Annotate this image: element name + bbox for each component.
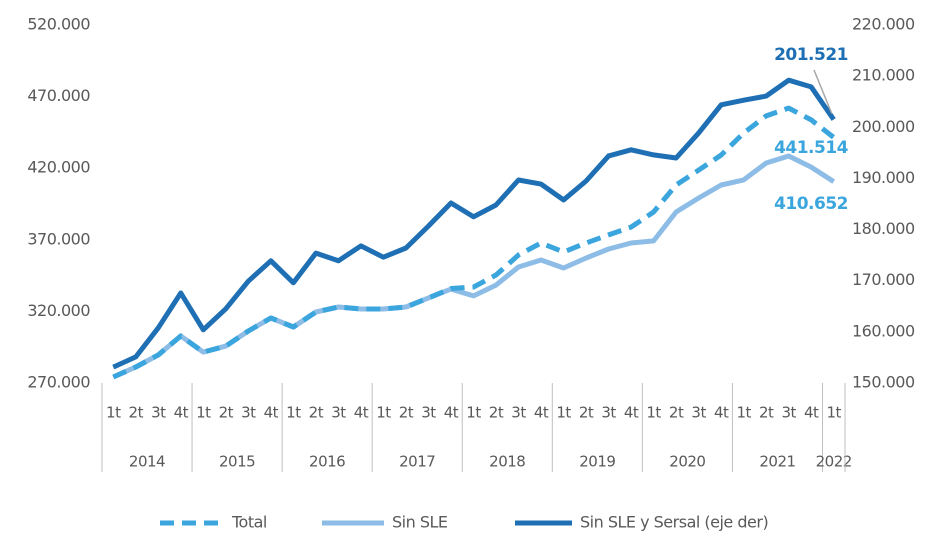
x-group-label: 2015 bbox=[219, 453, 255, 471]
x-tick-label: 1t bbox=[376, 404, 391, 422]
x-tick-label: 3t bbox=[781, 404, 796, 422]
legend-label: Sin SLE bbox=[392, 513, 448, 532]
x-tick-label: 3t bbox=[511, 404, 526, 422]
y2-tick-label: 180.000 bbox=[852, 219, 915, 238]
series-line bbox=[112, 153, 836, 380]
data-label: 441.514 bbox=[774, 138, 849, 158]
x-group-label: 2017 bbox=[399, 453, 435, 471]
x-tick-label: 4t bbox=[714, 404, 729, 422]
x-tick-label: 3t bbox=[691, 404, 706, 422]
x-group-label: 2019 bbox=[579, 453, 615, 471]
leader-line bbox=[813, 69, 833, 114]
x-tick-label: 4t bbox=[804, 404, 819, 422]
x-tick-label: 1t bbox=[556, 404, 571, 422]
x-tick-label: 2t bbox=[399, 404, 414, 422]
y-tick-label: 270.000 bbox=[27, 373, 90, 392]
data-label: 410.652 bbox=[774, 194, 848, 214]
x-tick-label: 4t bbox=[174, 404, 189, 422]
y2-tick-label: 190.000 bbox=[852, 168, 915, 187]
x-tick-label: 3t bbox=[421, 404, 436, 422]
x-tick-label: 3t bbox=[151, 404, 166, 422]
x-group-label: 2018 bbox=[489, 453, 525, 471]
x-tick-label: 2t bbox=[489, 404, 504, 422]
x-tick-label: 4t bbox=[444, 404, 459, 422]
y-tick-label: 320.000 bbox=[27, 301, 90, 320]
x-tick-label: 2t bbox=[669, 404, 684, 422]
x-tick-label: 4t bbox=[354, 404, 369, 422]
x-tick-label: 2t bbox=[309, 404, 324, 422]
y2-tick-label: 210.000 bbox=[852, 66, 915, 85]
x-tick-label: 1t bbox=[466, 404, 481, 422]
y2-tick-label: 170.000 bbox=[852, 270, 915, 289]
y2-tick-label: 150.000 bbox=[852, 373, 915, 392]
x-tick-label: 4t bbox=[264, 404, 279, 422]
x-tick-label: 3t bbox=[601, 404, 616, 422]
x-group-label: 2022 bbox=[816, 453, 852, 471]
y-tick-label: 420.000 bbox=[27, 158, 90, 177]
x-tick-label: 1t bbox=[827, 404, 842, 422]
x-tick-label: 1t bbox=[736, 404, 751, 422]
x-tick-label: 1t bbox=[106, 404, 121, 422]
x-tick-label: 3t bbox=[241, 404, 256, 422]
y2-tick-label: 160.000 bbox=[852, 321, 915, 340]
x-group-label: 2021 bbox=[759, 453, 795, 471]
x-group-label: 2020 bbox=[669, 453, 705, 471]
x-group-label: 2016 bbox=[309, 453, 345, 471]
y-tick-label: 370.000 bbox=[27, 229, 90, 248]
x-tick-label: 2t bbox=[759, 404, 774, 422]
x-tick-label: 1t bbox=[646, 404, 661, 422]
x-tick-label: 2t bbox=[129, 404, 144, 422]
y-tick-label: 520.000 bbox=[27, 15, 90, 34]
x-tick-label: 2t bbox=[579, 404, 594, 422]
data-label: 201.521 bbox=[774, 45, 848, 65]
legend-label: Sin SLE y Sersal (eje der) bbox=[580, 513, 768, 532]
x-group-label: 2014 bbox=[129, 453, 165, 471]
x-tick-label: 3t bbox=[331, 404, 346, 422]
legend-label: Total bbox=[231, 513, 267, 532]
y-tick-label: 470.000 bbox=[27, 86, 90, 105]
y2-tick-label: 220.000 bbox=[852, 15, 915, 34]
x-tick-label: 2t bbox=[219, 404, 234, 422]
series-line bbox=[112, 105, 836, 380]
x-tick-label: 1t bbox=[196, 404, 211, 422]
x-tick-label: 4t bbox=[534, 404, 549, 422]
y2-tick-label: 200.000 bbox=[852, 117, 915, 136]
x-tick-label: 1t bbox=[286, 404, 301, 422]
series-line bbox=[112, 77, 836, 370]
x-tick-label: 4t bbox=[624, 404, 639, 422]
